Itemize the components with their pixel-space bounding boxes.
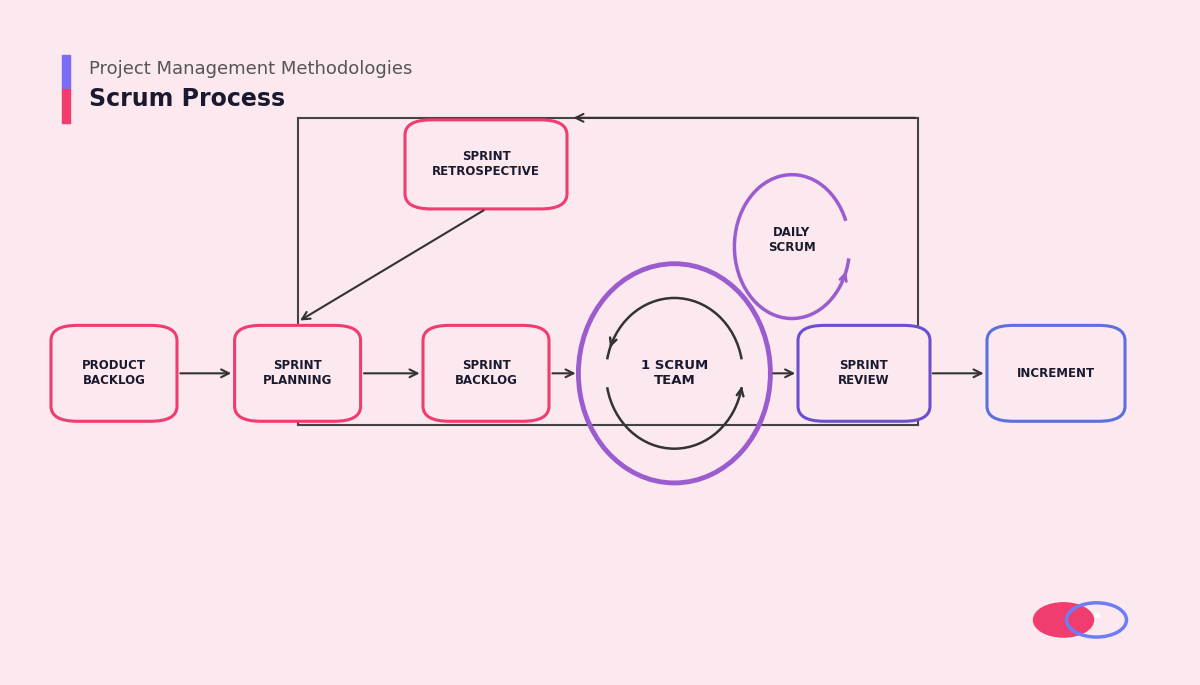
Text: SPRINT
BACKLOG: SPRINT BACKLOG xyxy=(455,360,517,387)
Text: PRODUCT
BACKLOG: PRODUCT BACKLOG xyxy=(82,360,146,387)
FancyBboxPatch shape xyxy=(424,325,550,421)
Circle shape xyxy=(1033,603,1093,637)
Bar xyxy=(62,55,70,89)
Text: SPRINT
PLANNING: SPRINT PLANNING xyxy=(263,360,332,387)
FancyBboxPatch shape xyxy=(986,325,1126,421)
Text: DAILY
SCRUM: DAILY SCRUM xyxy=(768,226,816,253)
Bar xyxy=(62,89,70,123)
Text: SPRINT
RETROSPECTIVE: SPRINT RETROSPECTIVE xyxy=(432,151,540,178)
Text: INCREMENT: INCREMENT xyxy=(1016,367,1096,379)
Text: 1 SCRUM
TEAM: 1 SCRUM TEAM xyxy=(641,360,708,387)
FancyBboxPatch shape xyxy=(406,120,568,209)
FancyBboxPatch shape xyxy=(798,325,930,421)
Text: Scrum Process: Scrum Process xyxy=(89,87,284,112)
FancyBboxPatch shape xyxy=(52,325,178,421)
Text: SPRINT
REVIEW: SPRINT REVIEW xyxy=(838,360,890,387)
Text: Project Management Methodologies: Project Management Methodologies xyxy=(89,60,412,77)
FancyBboxPatch shape xyxy=(235,325,360,421)
